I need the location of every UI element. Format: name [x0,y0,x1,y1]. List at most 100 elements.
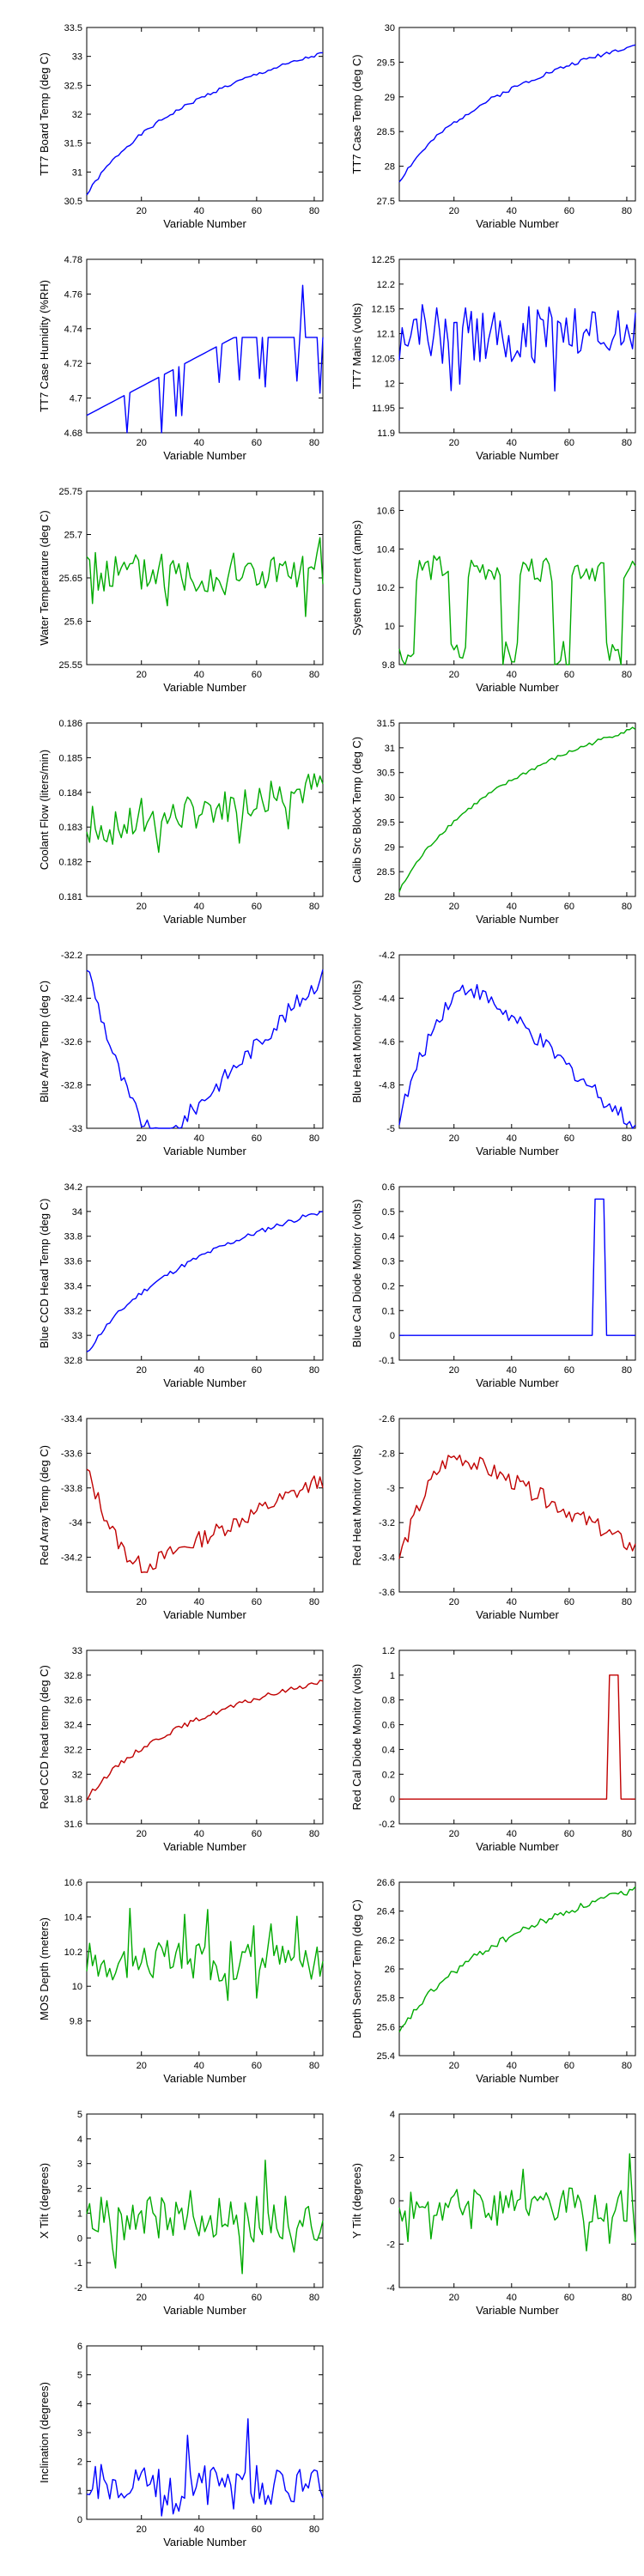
y-axis-label: Blue Array Temp (deg C) [38,981,51,1103]
y-tick-label: 32.5 [64,81,82,91]
y-tick-label: -32.2 [61,951,82,961]
x-tick-label: 80 [622,1133,632,1144]
x-tick-label: 60 [564,2293,574,2303]
y-axis-label: Red Cal Diode Monitor (volts) [350,1664,363,1811]
x-axis-label: Variable Number [476,449,559,462]
y-tick-label: 33 [72,1646,82,1656]
y-tick-label: 6 [77,2342,82,2352]
y-tick-label: 4 [390,2110,395,2120]
y-tick-label: 0.186 [58,719,82,729]
y-tick-label: -1 [74,2258,82,2269]
y-tick-label: 2 [77,2184,82,2195]
x-tick-label: 40 [507,1133,517,1144]
x-tick-label: 80 [309,670,319,680]
x-tick-label: 60 [252,1365,262,1376]
y-tick-label: 10.4 [377,544,395,555]
x-tick-label: 60 [252,438,262,448]
x-axis-label: Variable Number [163,913,246,926]
x-tick-label: 40 [194,2061,204,2071]
y-tick-label: 26 [385,1965,395,1975]
y-tick-label: 12.1 [377,330,395,340]
x-axis-label: Variable Number [476,217,559,230]
y-tick-label: 0.5 [382,1207,395,1218]
y-tick-label: 31 [72,167,82,178]
x-tick-label: 80 [309,438,319,448]
axes-box [398,258,636,434]
y-tick-label: 25.8 [377,1994,395,2004]
x-axis-label: Variable Number [163,1840,246,1853]
y-tick-label: 1 [390,1671,395,1681]
series-line [398,555,636,665]
y-tick-label: 28 [385,892,395,902]
y-tick-label: 30.5 [377,769,395,779]
y-tick-label: 4 [77,2399,82,2409]
y-tick-label: 0 [390,1331,395,1341]
y-tick-label: -34.2 [61,1553,82,1564]
y-tick-label: 4.7 [70,394,82,404]
y-tick-label: 9.8 [70,2017,82,2027]
axes-box [86,722,324,897]
y-axis-label: TT7 Mains (volts) [350,303,363,389]
axes-box [86,1649,324,1825]
x-axis-label: Variable Number [163,1376,246,1389]
x-axis-label: Variable Number [476,1145,559,1157]
y-tick-label: 25.65 [58,574,82,584]
x-tick-label: 40 [194,1133,204,1144]
x-tick-label: 80 [309,1829,319,1839]
x-tick-label: 60 [252,2524,262,2535]
y-tick-label: 30 [385,793,395,804]
y-tick-label: 33 [72,1331,82,1341]
y-tick-label: 12.25 [371,255,395,265]
y-axis-label: X Tilt (degrees) [38,2163,51,2239]
x-tick-label: 40 [507,670,517,680]
y-tick-label: 26.2 [377,1935,395,1946]
series-line [398,1886,636,2032]
y-tick-label: -32.8 [61,1081,82,1091]
x-axis-label: Variable Number [476,1840,559,1853]
axes-box [86,258,324,434]
y-tick-label: 0 [77,2233,82,2244]
x-tick-label: 20 [137,670,147,680]
y-tick-label: -4.8 [379,1081,395,1091]
y-tick-label: 0.2 [382,1770,395,1780]
x-tick-label: 40 [507,2293,517,2303]
x-tick-label: 20 [449,2061,459,2071]
series-line [398,726,636,892]
x-tick-label: 20 [137,2524,147,2535]
series-line [86,1907,324,2002]
chart-panel: -33.4 -33.6 -33.8 -34 -34.2 20 40 60 80 Variable … [38,1414,324,1621]
x-tick-label: 40 [507,902,517,912]
y-axis-label: Blue Cal Diode Monitor (volts) [350,1200,363,1348]
x-tick-label: 20 [449,1133,459,1144]
y-tick-label: 29 [385,93,395,103]
y-axis-label: TT7 Case Humidity (%RH) [38,280,51,412]
x-tick-label: 40 [507,2061,517,2071]
y-tick-label: 4.76 [64,289,82,300]
series-line [398,983,636,1129]
chart-panel: -32.2 -32.4 -32.6 -32.8 -33 20 40 60 80 Variable … [38,951,324,1157]
x-tick-label: 60 [564,1829,574,1839]
x-axis-label: Variable Number [163,2536,246,2549]
x-tick-label: 80 [622,2061,632,2071]
chart-panel: 33.5 33 32.5 32 31.5 31 30.5 20 40 60 80 Variable N… [38,23,324,230]
x-tick-label: 80 [309,1133,319,1144]
x-tick-label: 40 [194,1597,204,1607]
x-tick-label: 40 [194,902,204,912]
x-axis-label: Variable Number [163,449,246,462]
x-tick-label: 40 [194,1829,204,1839]
y-tick-label: 0.182 [58,858,82,868]
y-tick-label: 33 [72,52,82,63]
chart-panel: 0.186 0.185 0.184 0.183 0.182 0.181 20 40 60 80 Va… [38,719,324,926]
x-tick-label: 40 [507,1829,517,1839]
y-tick-label: 4.78 [64,255,82,265]
y-tick-label: 33.4 [64,1281,82,1291]
x-tick-label: 40 [194,670,204,680]
chart-panel: 4.78 4.76 4.74 4.72 4.7 4.68 20 40 60 80 Variable … [38,255,324,462]
x-tick-label: 20 [137,1829,147,1839]
x-tick-label: 80 [309,2524,319,2535]
x-tick-label: 80 [622,902,632,912]
axes-box [86,2345,324,2520]
y-axis-label: Inclination (degrees) [38,2382,51,2483]
y-tick-label: 4 [77,2135,82,2145]
